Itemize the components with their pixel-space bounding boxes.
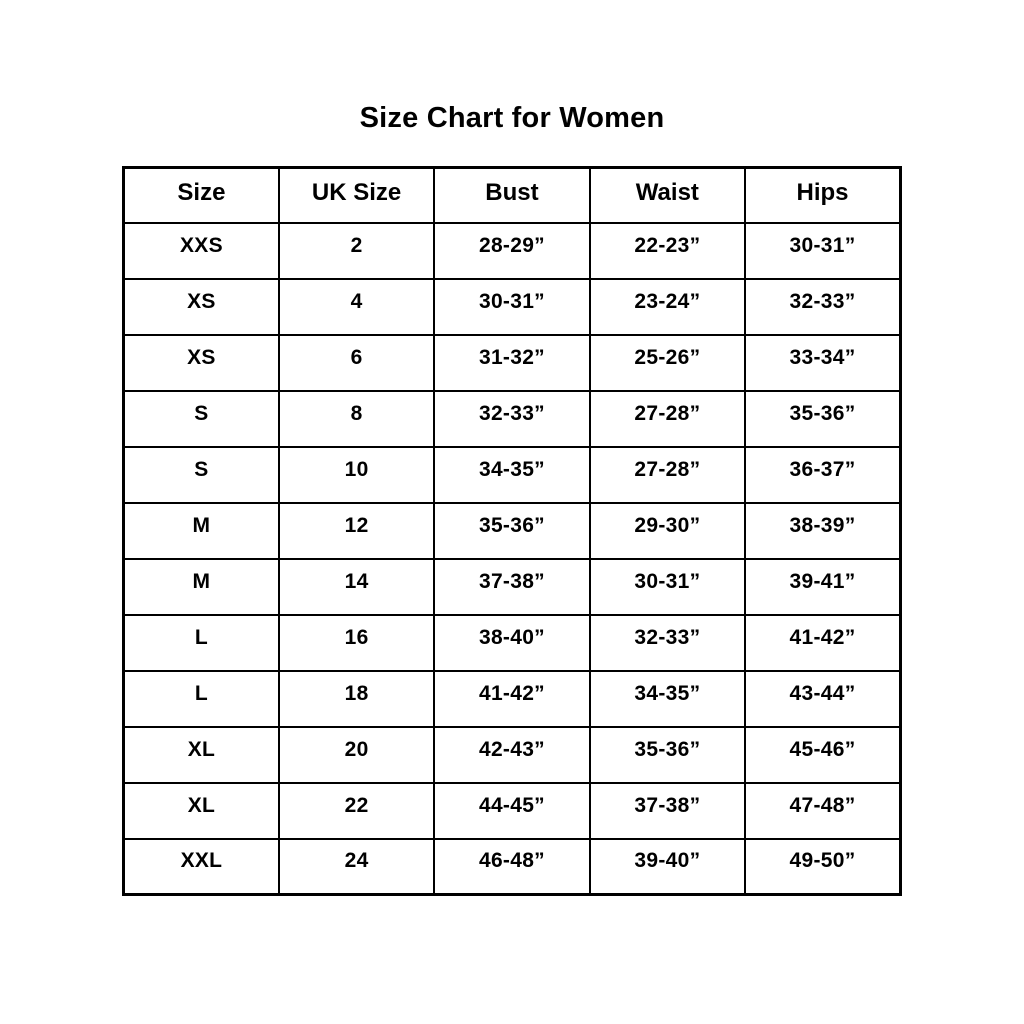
- cell-size: S: [122, 445, 280, 504]
- cell-uk-size: 12: [277, 501, 436, 560]
- column-header-size: Size: [122, 166, 280, 224]
- cell-hips: 41-42”: [744, 613, 902, 672]
- cell-uk-size: 22: [277, 781, 436, 840]
- column-header-waist: Waist: [588, 166, 747, 224]
- cell-hips: 33-34”: [744, 333, 902, 392]
- cell-bust: 30-31”: [433, 277, 591, 336]
- size-chart-table: Size UK Size Bust Waist Hips XXS 2 28-29” 22-23…: [122, 166, 902, 896]
- table-row: XS 6 31-32” 25-26” 33-34”: [122, 333, 902, 392]
- table-row: XXL 24 46-48” 39-40” 49-50”: [122, 837, 902, 896]
- cell-hips: 35-36”: [744, 389, 902, 448]
- table-row: XXS 2 28-29” 22-23” 30-31”: [122, 221, 902, 280]
- cell-size: S: [122, 389, 280, 448]
- cell-uk-size: 18: [277, 669, 436, 728]
- cell-waist: 25-26”: [588, 333, 747, 392]
- cell-hips: 49-50”: [744, 837, 902, 896]
- cell-bust: 41-42”: [433, 669, 591, 728]
- cell-hips: 39-41”: [744, 557, 902, 616]
- cell-waist: 39-40”: [588, 837, 747, 896]
- cell-hips: 43-44”: [744, 669, 902, 728]
- page-title: Size Chart for Women: [359, 102, 665, 134]
- cell-waist: 27-28”: [588, 445, 747, 504]
- table-row: M 14 37-38” 30-31” 39-41”: [122, 557, 902, 616]
- cell-bust: 35-36”: [433, 501, 591, 560]
- table-row: XL 22 44-45” 37-38” 47-48”: [122, 781, 902, 840]
- cell-hips: 36-37”: [744, 445, 902, 504]
- cell-waist: 32-33”: [588, 613, 747, 672]
- cell-uk-size: 24: [277, 837, 436, 896]
- cell-size: XL: [122, 781, 280, 840]
- cell-uk-size: 8: [277, 389, 436, 448]
- cell-waist: 37-38”: [588, 781, 747, 840]
- cell-bust: 38-40”: [433, 613, 591, 672]
- cell-bust: 28-29”: [433, 221, 591, 280]
- cell-size: L: [122, 669, 280, 728]
- cell-uk-size: 20: [277, 725, 436, 784]
- cell-bust: 34-35”: [433, 445, 591, 504]
- cell-bust: 44-45”: [433, 781, 591, 840]
- cell-uk-size: 14: [277, 557, 436, 616]
- cell-uk-size: 16: [277, 613, 436, 672]
- table-row: L 16 38-40” 32-33” 41-42”: [122, 613, 902, 672]
- table-header-row: Size UK Size Bust Waist Hips: [122, 166, 902, 224]
- cell-size: XS: [122, 333, 280, 392]
- table-row: S 8 32-33” 27-28” 35-36”: [122, 389, 902, 448]
- cell-waist: 22-23”: [588, 221, 747, 280]
- cell-bust: 31-32”: [433, 333, 591, 392]
- cell-uk-size: 2: [277, 221, 436, 280]
- column-header-hips: Hips: [744, 166, 902, 224]
- table-row: XL 20 42-43” 35-36” 45-46”: [122, 725, 902, 784]
- cell-size: M: [122, 557, 280, 616]
- cell-waist: 35-36”: [588, 725, 747, 784]
- cell-waist: 34-35”: [588, 669, 747, 728]
- table-header: Size UK Size Bust Waist Hips: [122, 166, 902, 224]
- table-row: XS 4 30-31” 23-24” 32-33”: [122, 277, 902, 336]
- cell-size: XXL: [122, 837, 280, 896]
- table-body: XXS 2 28-29” 22-23” 30-31” XS 4 30-31” 23-24” 32-…: [122, 221, 902, 896]
- column-header-bust: Bust: [433, 166, 591, 224]
- cell-hips: 30-31”: [744, 221, 902, 280]
- cell-waist: 30-31”: [588, 557, 747, 616]
- column-header-uk-size: UK Size: [277, 166, 436, 224]
- cell-uk-size: 6: [277, 333, 436, 392]
- cell-size: XXS: [122, 221, 280, 280]
- cell-hips: 32-33”: [744, 277, 902, 336]
- cell-uk-size: 4: [277, 277, 436, 336]
- cell-waist: 27-28”: [588, 389, 747, 448]
- cell-hips: 45-46”: [744, 725, 902, 784]
- cell-hips: 47-48”: [744, 781, 902, 840]
- cell-size: XS: [122, 277, 280, 336]
- cell-bust: 37-38”: [433, 557, 591, 616]
- cell-size: L: [122, 613, 280, 672]
- cell-waist: 23-24”: [588, 277, 747, 336]
- cell-size: M: [122, 501, 280, 560]
- cell-size: XL: [122, 725, 280, 784]
- cell-hips: 38-39”: [744, 501, 902, 560]
- table-row: M 12 35-36” 29-30” 38-39”: [122, 501, 902, 560]
- cell-uk-size: 10: [277, 445, 436, 504]
- table-row: L 18 41-42” 34-35” 43-44”: [122, 669, 902, 728]
- cell-waist: 29-30”: [588, 501, 747, 560]
- cell-bust: 32-33”: [433, 389, 591, 448]
- cell-bust: 46-48”: [433, 837, 591, 896]
- table-row: S 10 34-35” 27-28” 36-37”: [122, 445, 902, 504]
- cell-bust: 42-43”: [433, 725, 591, 784]
